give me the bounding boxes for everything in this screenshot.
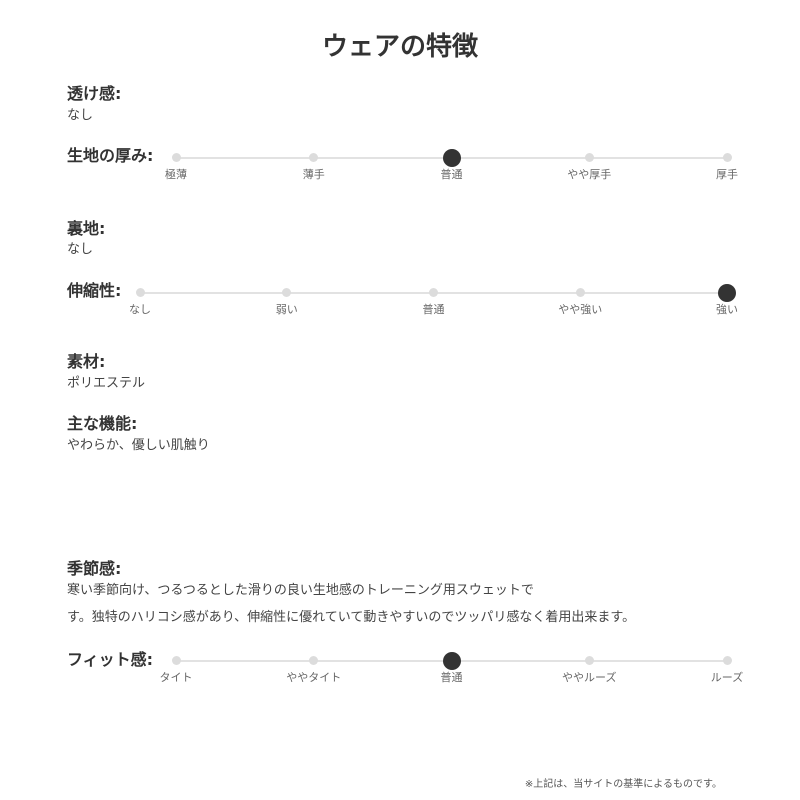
scale-option-label: 普通 <box>440 168 463 181</box>
scale-option-label: 強い <box>716 303 738 316</box>
scale-option-label: 薄手 <box>302 168 325 181</box>
scale-option-label: ややルーズ <box>562 671 617 684</box>
stretch-label: 伸縮性: <box>67 281 122 300</box>
scale-point <box>282 288 292 297</box>
scale-option-label: 普通 <box>422 303 445 316</box>
thickness-scale: 極薄 薄手 普通 やや厚手 厚手 <box>165 149 738 197</box>
scale-option-label: タイト <box>159 671 193 684</box>
scale-option-label: やや厚手 <box>567 168 612 181</box>
material-label: 素材: <box>67 352 106 371</box>
scale-point <box>722 153 732 162</box>
scale-selected-marker <box>442 652 461 670</box>
lining-label: 裏地: <box>67 219 106 238</box>
scale-selected-marker <box>442 149 461 167</box>
scale-point <box>429 288 438 297</box>
lining-value: なし <box>67 242 94 257</box>
scale-point <box>135 288 145 297</box>
material-value: ポリエステル <box>67 376 146 391</box>
thickness-label: 生地の厚み: <box>67 146 154 165</box>
transparency-value: なし <box>67 108 94 123</box>
scale-option-label: ルーズ <box>710 671 744 684</box>
transparency-label: 透け感: <box>67 84 122 103</box>
scale-option-label: ややタイト <box>286 671 342 684</box>
fit-label: フィット感: <box>67 650 154 669</box>
scale-option-label: 極薄 <box>165 168 187 181</box>
function-value: やわらか、優しい肌触り <box>67 438 210 453</box>
season-label: 季節感: <box>67 559 122 578</box>
scale-point <box>171 153 181 162</box>
scale-point <box>584 153 594 162</box>
scale-point <box>309 656 319 665</box>
function-label: 主な機能: <box>67 414 138 433</box>
scale-point <box>584 656 594 665</box>
scale-option-label: 普通 <box>440 671 463 684</box>
scale-selected-marker <box>718 284 736 302</box>
page-title: ウェアの特徴 <box>321 32 478 62</box>
scale-point <box>575 288 585 297</box>
scale-option-label: なし <box>129 303 151 316</box>
stretch-scale: なし 弱い 普通 やや強い 強い <box>129 284 738 332</box>
season-text-line-2: す。独特のハリコシ感があり、伸縮性に優れていて動きやすいのでツッパリ感なく着用出… <box>67 610 636 625</box>
scale-option-label: やや強い <box>558 303 603 316</box>
fit-scale: タイト ややタイト 普通 ややルーズ ルーズ <box>160 652 743 700</box>
scale-point <box>722 656 732 665</box>
season-text-line-1: 寒い季節向け、つるつるとした滑りの良い生地感のトレーニング用スウェットで <box>67 583 534 598</box>
scale-point <box>171 656 181 665</box>
footnote: ※上記は、当サイトの基準によるものです。 <box>524 779 722 790</box>
scale-option-label: 弱い <box>275 303 298 316</box>
scale-option-label: 厚手 <box>716 168 738 181</box>
scale-point <box>309 153 319 162</box>
